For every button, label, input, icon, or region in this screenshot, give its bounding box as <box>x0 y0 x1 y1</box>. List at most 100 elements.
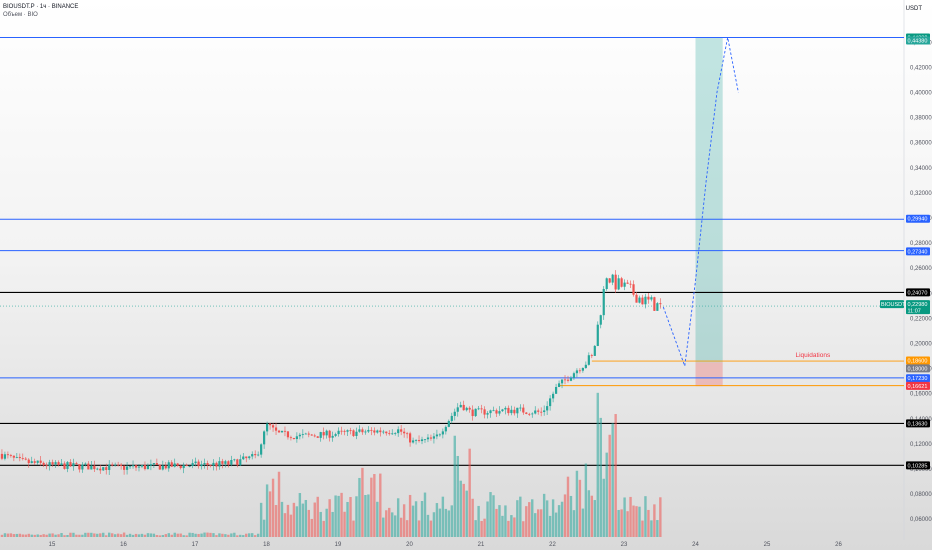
candle[interactable] <box>173 463 176 467</box>
candle[interactable] <box>575 370 579 374</box>
candle[interactable] <box>6 454 10 456</box>
candle[interactable] <box>602 288 605 316</box>
candle[interactable] <box>84 463 87 465</box>
candle[interactable] <box>33 461 36 463</box>
candle[interactable] <box>328 430 331 438</box>
candle[interactable] <box>310 434 313 436</box>
candle[interactable] <box>587 355 590 365</box>
candle[interactable] <box>242 456 245 460</box>
candle[interactable] <box>611 274 614 283</box>
candle[interactable] <box>593 345 596 356</box>
candle[interactable] <box>143 465 147 470</box>
candle[interactable] <box>519 407 522 409</box>
candle[interactable] <box>111 464 114 466</box>
candle[interactable] <box>397 429 400 434</box>
candle[interactable] <box>39 460 42 463</box>
candle[interactable] <box>355 431 358 436</box>
candle[interactable] <box>486 413 489 415</box>
candle[interactable] <box>179 465 182 469</box>
candle[interactable] <box>617 278 620 290</box>
candle[interactable] <box>531 413 534 415</box>
candle[interactable] <box>403 431 406 434</box>
candle[interactable] <box>114 464 117 466</box>
candle[interactable] <box>411 440 415 443</box>
candle[interactable] <box>453 411 456 416</box>
candle[interactable] <box>289 437 293 439</box>
candle[interactable] <box>292 438 296 440</box>
candle[interactable] <box>200 464 203 467</box>
candle[interactable] <box>394 433 397 434</box>
candle[interactable] <box>263 431 266 445</box>
candle[interactable] <box>361 429 364 433</box>
candle[interactable] <box>54 462 57 465</box>
candle[interactable] <box>268 423 272 426</box>
candle[interactable] <box>450 415 453 421</box>
candle[interactable] <box>322 432 325 436</box>
candle[interactable] <box>638 297 641 303</box>
candle[interactable] <box>516 407 519 414</box>
candle[interactable] <box>248 456 251 459</box>
candle[interactable] <box>3 454 7 459</box>
candle[interactable] <box>584 364 587 368</box>
candle[interactable] <box>459 404 462 408</box>
candle[interactable] <box>435 434 439 437</box>
candle[interactable] <box>572 373 576 378</box>
candle[interactable] <box>134 465 138 468</box>
candle[interactable] <box>18 457 21 459</box>
candle[interactable] <box>379 430 382 433</box>
candle[interactable] <box>554 386 558 394</box>
candle[interactable] <box>203 463 206 465</box>
candle[interactable] <box>620 278 623 287</box>
candle[interactable] <box>75 463 78 465</box>
candle[interactable] <box>12 455 15 458</box>
candle[interactable] <box>27 459 30 464</box>
candle[interactable] <box>221 461 224 464</box>
candle[interactable] <box>644 296 647 305</box>
candle[interactable] <box>370 429 373 431</box>
candle[interactable] <box>492 410 495 412</box>
candle[interactable] <box>251 454 254 457</box>
candle[interactable] <box>239 459 242 466</box>
candle[interactable] <box>194 461 197 464</box>
candle[interactable] <box>563 379 567 381</box>
candle[interactable] <box>432 436 436 439</box>
candle[interactable] <box>596 324 599 346</box>
candle[interactable] <box>489 410 492 414</box>
candle[interactable] <box>429 437 433 439</box>
candle[interactable] <box>15 457 18 458</box>
candle[interactable] <box>528 413 531 415</box>
candle[interactable] <box>447 420 450 427</box>
candle[interactable] <box>298 434 301 437</box>
volume-indicator-label[interactable]: Объем · BIO <box>3 12 38 18</box>
candle[interactable] <box>271 425 275 428</box>
candle[interactable] <box>90 465 93 470</box>
candle[interactable] <box>120 464 123 466</box>
candle[interactable] <box>218 461 221 467</box>
candle[interactable] <box>72 463 75 467</box>
candle[interactable] <box>605 278 608 289</box>
candle[interactable] <box>105 467 108 470</box>
candle[interactable] <box>0 453 4 459</box>
candle[interactable] <box>388 433 391 435</box>
candle[interactable] <box>60 463 63 465</box>
candle[interactable] <box>161 465 164 470</box>
candle[interactable] <box>510 409 513 414</box>
candle[interactable] <box>391 433 394 435</box>
candle[interactable] <box>233 459 236 461</box>
candle[interactable] <box>507 407 510 414</box>
candle[interactable] <box>632 284 635 295</box>
candle[interactable] <box>352 430 355 436</box>
candle[interactable] <box>334 434 337 436</box>
candle[interactable] <box>414 440 418 441</box>
candle[interactable] <box>57 462 60 465</box>
candle[interactable] <box>45 465 48 467</box>
candle[interactable] <box>650 297 653 300</box>
candle[interactable] <box>283 430 287 432</box>
candle[interactable] <box>224 461 227 464</box>
candle[interactable] <box>30 461 33 464</box>
candle[interactable] <box>626 282 629 284</box>
candle[interactable] <box>155 463 158 465</box>
candle[interactable] <box>96 468 99 470</box>
candle[interactable] <box>420 439 424 442</box>
candle[interactable] <box>245 456 248 459</box>
